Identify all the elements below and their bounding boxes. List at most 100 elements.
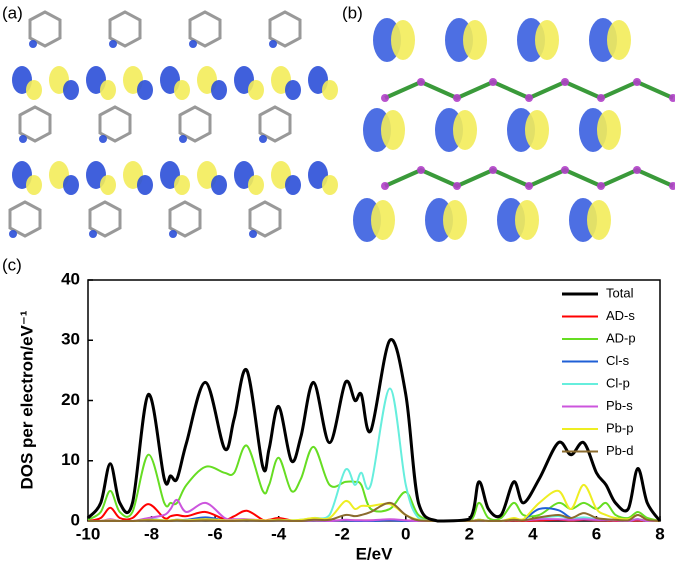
orbital-lobe <box>248 80 264 100</box>
molecule <box>108 10 142 48</box>
molecule <box>258 105 292 143</box>
orbital-lobe <box>597 182 605 190</box>
orbital-lobe <box>259 135 267 143</box>
series-line <box>86 338 662 523</box>
orbital-lobe <box>525 94 533 102</box>
orbital-lobe <box>587 200 611 240</box>
orbital-lobe <box>100 80 116 100</box>
structure-images <box>8 10 675 242</box>
orbital-lobe <box>174 80 190 100</box>
x-tick-label: 6 <box>592 524 601 543</box>
orbital-lobe <box>9 230 17 238</box>
orbital-lobe <box>525 182 533 190</box>
molecule <box>178 105 212 143</box>
molecule <box>168 200 202 238</box>
orbital-lobe <box>189 40 197 48</box>
orbital-lobe <box>561 166 569 174</box>
orbital-lobe <box>269 40 277 48</box>
orbital-lobe <box>63 80 79 100</box>
y-tick-label: 40 <box>61 269 80 288</box>
molecule <box>18 105 52 143</box>
orbital-lobe <box>381 94 389 102</box>
orbital-lobe <box>285 175 301 195</box>
orbital-lobe <box>489 78 497 86</box>
panel-label: (a) <box>2 3 23 22</box>
legend-label: AD-s <box>606 308 635 323</box>
x-tick-label: 8 <box>655 524 664 543</box>
orbital-lobe <box>63 175 79 195</box>
molecule <box>248 200 282 238</box>
orbital-lobe <box>322 80 338 100</box>
orbital-lobe <box>535 20 559 60</box>
x-tick-label: -10 <box>76 524 101 543</box>
legend-label: Pb-s <box>606 398 633 413</box>
orbital-lobe <box>489 166 497 174</box>
legend-label: Cl-p <box>606 375 630 390</box>
legend-box <box>550 283 658 493</box>
orbital-lobe <box>443 200 467 240</box>
orbital-lobe <box>174 175 190 195</box>
molecule <box>88 200 122 238</box>
orbital-lobe <box>417 78 425 86</box>
orbital-lobe <box>99 135 107 143</box>
orbital-lobe <box>89 230 97 238</box>
orbital-lobe <box>179 135 187 143</box>
legend-label: AD-p <box>606 330 636 345</box>
x-tick-label: -2 <box>335 524 350 543</box>
orbital-lobe <box>249 230 257 238</box>
legend-label: Cl-s <box>606 353 630 368</box>
orbital-lobe <box>381 182 389 190</box>
orbital-lobe <box>169 230 177 238</box>
legend-label: Pb-d <box>606 443 633 458</box>
panel-label: (b) <box>342 3 363 22</box>
orbital-lobe <box>453 94 461 102</box>
y-tick-label: 30 <box>61 330 80 349</box>
orbital-lobe <box>285 80 301 100</box>
orbital-lobe <box>669 182 675 190</box>
molecule <box>188 10 222 48</box>
x-tick-label: -4 <box>271 524 287 543</box>
x-tick-label: -8 <box>144 524 159 543</box>
x-axis-label: E/eV <box>356 544 394 563</box>
molecule <box>8 200 42 238</box>
orbital-lobe <box>597 94 605 102</box>
orbital-lobe <box>211 80 227 100</box>
orbital-lobe <box>561 78 569 86</box>
molecule <box>98 105 132 143</box>
legend-label: Pb-p <box>606 420 633 435</box>
orbital-lobe <box>391 20 415 60</box>
y-tick-label: 0 <box>71 510 80 529</box>
orbital-lobe <box>669 94 675 102</box>
orbital-lobe <box>137 80 153 100</box>
y-axis-label: DOS per electron/eV⁻¹ <box>17 310 36 489</box>
orbital-lobe <box>371 200 395 240</box>
x-tick-label: 4 <box>528 524 538 543</box>
orbital-lobe <box>322 175 338 195</box>
molecule <box>268 10 302 48</box>
orbital-lobe <box>515 200 539 240</box>
orbital-lobe <box>463 20 487 60</box>
y-tick-label: 10 <box>61 450 80 469</box>
orbital-lobe <box>211 175 227 195</box>
orbital-lobe <box>633 166 641 174</box>
orbital-lobe <box>381 110 405 150</box>
orbital-lobe <box>453 182 461 190</box>
legend-label: Total <box>606 285 634 300</box>
orbital-lobe <box>19 135 27 143</box>
x-tick-label: 0 <box>401 524 410 543</box>
orbital-lobe <box>607 20 631 60</box>
y-tick-label: 20 <box>61 390 80 409</box>
orbital-lobe <box>248 175 264 195</box>
orbital-lobe <box>26 175 42 195</box>
orbital-lobe <box>26 80 42 100</box>
x-tick-label: -6 <box>208 524 223 543</box>
orbital-lobe <box>453 110 477 150</box>
orbital-lobe <box>29 40 37 48</box>
orbital-lobe <box>633 78 641 86</box>
series-line <box>87 501 661 523</box>
orbital-lobe <box>417 166 425 174</box>
orbital-lobe <box>137 175 153 195</box>
orbital-lobe <box>525 110 549 150</box>
orbital-lobe <box>597 110 621 150</box>
